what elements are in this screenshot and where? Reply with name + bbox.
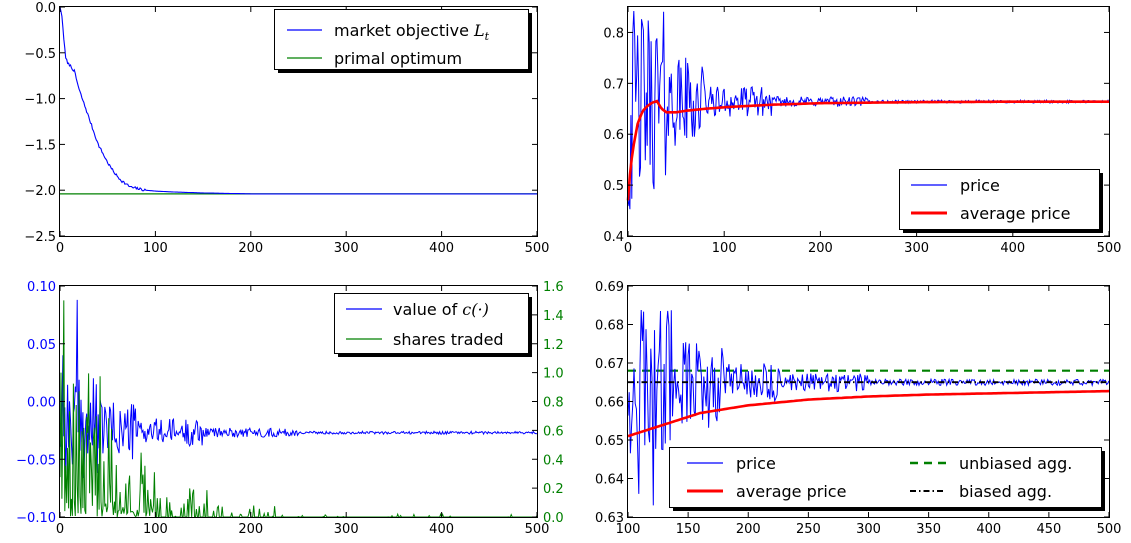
y2-tick-label: 0.2 xyxy=(543,482,564,497)
plot-area xyxy=(628,309,1109,506)
y-tick-label: 0.69 xyxy=(595,280,624,295)
x-tick-label: 500 xyxy=(1097,522,1122,537)
x-tick-label: 300 xyxy=(334,241,359,256)
x-tick-label: 400 xyxy=(429,241,454,256)
y-tick-label: −0.5 xyxy=(24,47,56,62)
x-tick-label: 300 xyxy=(856,522,881,537)
y2-tick-label: 1.0 xyxy=(543,367,564,382)
panel-bottom-right: 100 150 200 250 300 350 400 450 500 0.69 0.68 0.67 0… xyxy=(595,280,1121,537)
legend-box xyxy=(669,447,1102,508)
tick-labels: 0 100 200 300 400 500 0.4 0.5 0.6 0.7 0.8 xyxy=(603,7,1121,256)
x-tick-label: 350 xyxy=(916,522,941,537)
axes-frame xyxy=(59,6,538,237)
x-tick-label: 200 xyxy=(808,241,833,256)
y-tick-label: 0.10 xyxy=(27,280,56,295)
legend: price average price unbiased agg. biased… xyxy=(669,447,1105,511)
series-value-of-c xyxy=(59,299,538,479)
series-average-price xyxy=(626,99,1109,201)
y-tick-label: 0.05 xyxy=(27,338,56,353)
y-tick-label: −0.05 xyxy=(16,453,56,468)
x-tick-label: 100 xyxy=(143,241,168,256)
x-tick-label: 100 xyxy=(143,522,168,537)
x-tick-label: 400 xyxy=(976,522,1001,537)
y-tick-label: −1.5 xyxy=(24,138,56,153)
x-tick-label: 200 xyxy=(238,241,263,256)
plot-area xyxy=(59,6,537,195)
y-tick-label: 0.0 xyxy=(35,1,56,16)
legend-box xyxy=(899,169,1100,230)
y2-tick-label: 0.4 xyxy=(543,453,564,468)
tick-labels: 100 150 200 250 300 350 400 450 500 0.69 0.68 0.67 0… xyxy=(595,280,1121,537)
legend-label-unbiased-agg: unbiased agg. xyxy=(959,454,1072,473)
x-tick-label: 500 xyxy=(525,241,550,256)
x-tick-label: 500 xyxy=(525,522,550,537)
y2-tick-label: 1.2 xyxy=(543,338,564,353)
y-tick-label: 0.64 xyxy=(595,473,624,488)
y-tick-label: −2.0 xyxy=(24,184,56,199)
y-tick-label: 0.5 xyxy=(603,179,624,194)
y2-tick-label: 0.6 xyxy=(543,424,564,439)
panel-top-left: 0 100 200 300 400 5000.0−0.5−1.0−1.5−2.0−2.5 … xyxy=(24,1,549,256)
x-tick-label: 100 xyxy=(712,241,737,256)
x-tick-label: 400 xyxy=(1000,241,1025,256)
legend: price average price xyxy=(899,169,1103,233)
legend-label-market-objective: market objective Lt xyxy=(334,21,490,43)
y-tick-label: −1.0 xyxy=(24,93,56,108)
axes-frame xyxy=(627,6,1110,237)
axes-frame xyxy=(59,285,538,518)
tick-labels: 0 100 200 300 400 500 0.10 0.05 0.00 −0.05 −0.10 1.… xyxy=(16,280,564,537)
y-tick-label: 0.68 xyxy=(595,319,624,334)
y2-tick-label: 1.6 xyxy=(543,280,564,295)
panel-top-right: 0 100 200 300 400 500 0.4 0.5 0.6 0.7 0.8 price av… xyxy=(603,6,1121,256)
legend-label-value-of-c: value of c(·) xyxy=(393,300,489,319)
legend-label-average-price: average price xyxy=(736,482,846,501)
plot-area xyxy=(626,10,1110,210)
x-tick-label: 250 xyxy=(796,522,821,537)
tick-labels: 0 100 200 300 400 500 0.0 −0.5 −1.0 −1.5 −2.0 −2.5 xyxy=(24,1,549,256)
y-tick-label: 0.65 xyxy=(595,434,624,449)
series-market-objective xyxy=(59,6,537,195)
legend-box xyxy=(334,293,529,354)
legend-label-price: price xyxy=(736,454,776,473)
x-tick-label: 150 xyxy=(676,522,701,537)
panel-bottom-left: 0 100 200 300 400 500 0.10 0.05 0.00 −0.05 −0.10 1.… xyxy=(16,280,564,537)
y-tick-label: 0.00 xyxy=(27,396,56,411)
y-tick-label: 0.4 xyxy=(603,230,624,245)
axes-frame xyxy=(627,285,1110,518)
x-tick-label: 0 xyxy=(56,522,64,537)
series-price xyxy=(628,309,1109,506)
x-tick-label: 100 xyxy=(616,522,641,537)
x-tick-label: 450 xyxy=(1036,522,1061,537)
legend: market objective Lt primal optimum xyxy=(274,9,532,73)
y-tick-label: 0.6 xyxy=(603,128,624,143)
y-tick-label: 0.63 xyxy=(595,511,624,526)
legend-label-biased-agg: biased agg. xyxy=(959,482,1052,501)
y2-tick-label: 0.8 xyxy=(543,396,564,411)
x-tick-label: 0 xyxy=(56,241,64,256)
y2-tick-label: 1.4 xyxy=(543,309,564,324)
x-tick-label: 300 xyxy=(334,522,359,537)
y-tick-label: 0.66 xyxy=(595,396,624,411)
x-tick-label: 400 xyxy=(429,522,454,537)
y-tick-label: −0.10 xyxy=(16,511,56,526)
x-tick-label: 0 xyxy=(624,241,632,256)
series-average-price xyxy=(628,389,1109,438)
x-tick-label: 500 xyxy=(1097,241,1122,256)
x-tick-label: 200 xyxy=(736,522,761,537)
legend-label-shares-traded: shares traded xyxy=(393,330,504,349)
x-tick-label: 200 xyxy=(238,522,263,537)
legend: value of c(·) shares traded xyxy=(334,293,532,357)
y-tick-label: 0.8 xyxy=(603,26,624,41)
plot-clip-group xyxy=(628,309,1109,506)
y2-tick-label: 0.0 xyxy=(543,511,564,526)
x-tick-label: 300 xyxy=(904,241,929,256)
legend-box xyxy=(274,9,529,70)
legend-label-primal-optimum: primal optimum xyxy=(334,49,462,68)
legend-label-average-price: average price xyxy=(960,204,1070,223)
y-tick-label: 0.67 xyxy=(595,357,624,372)
y-tick-label: −2.5 xyxy=(24,230,56,245)
legend-label-price: price xyxy=(960,176,1000,195)
y-tick-label: 0.7 xyxy=(603,77,624,92)
